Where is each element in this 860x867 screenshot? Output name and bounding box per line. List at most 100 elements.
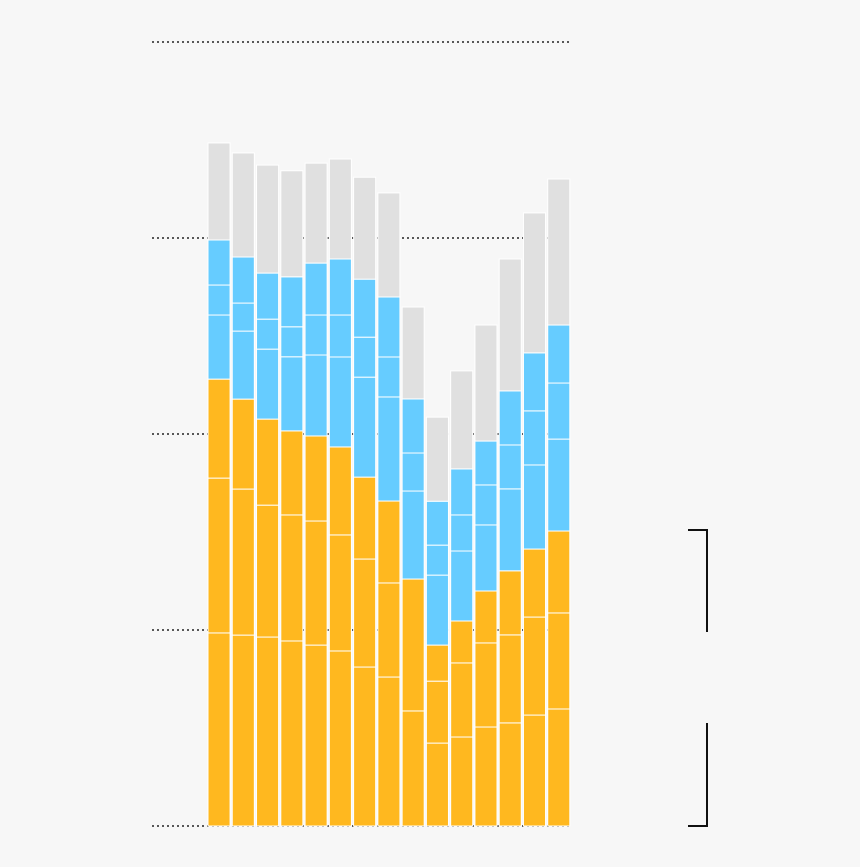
bar-segment <box>450 514 474 552</box>
bar-segment <box>207 239 231 286</box>
bar-segment <box>207 632 231 827</box>
bar-segment <box>207 284 231 316</box>
bar-segment <box>256 418 280 506</box>
bar-segment <box>353 336 377 378</box>
bar-segment <box>256 348 280 420</box>
bar-segment <box>231 398 255 490</box>
bar-segment <box>425 680 449 744</box>
bar-segment <box>304 644 328 827</box>
bar-segment <box>231 634 255 827</box>
bar-segment <box>498 444 522 490</box>
bar-segment <box>353 376 377 478</box>
bar-segment <box>377 500 401 584</box>
bar-segment <box>231 330 255 400</box>
bar-segment <box>280 326 304 358</box>
bar-segment <box>450 662 474 738</box>
bar-segment <box>256 164 280 274</box>
bar-segment <box>377 296 401 358</box>
bracket <box>688 723 708 827</box>
bar-segment <box>280 170 304 278</box>
bar-segment <box>377 582 401 678</box>
bar-segment <box>304 354 328 437</box>
bar-segment <box>401 490 425 580</box>
bar-segment <box>304 435 328 522</box>
bar-segment <box>498 390 522 446</box>
bar-segment <box>401 710 425 827</box>
bar-segment <box>547 612 571 710</box>
bar-segment <box>474 726 498 827</box>
bar-segment <box>377 356 401 398</box>
bar-segment <box>280 640 304 827</box>
bar-segment <box>474 524 498 592</box>
bar-segment <box>353 558 377 668</box>
bar-segment <box>498 488 522 572</box>
bar-segment <box>207 378 231 479</box>
bar-segment <box>304 262 328 316</box>
bar-segment <box>547 178 571 326</box>
bar-segment <box>304 162 328 264</box>
bar-segment <box>377 396 401 502</box>
bar-segment <box>547 438 571 532</box>
bars <box>207 142 571 827</box>
bar-segment <box>353 176 377 280</box>
bar-segment <box>401 578 425 712</box>
bar-segment <box>425 500 449 546</box>
bar-segment <box>522 616 547 716</box>
bar-segment <box>353 666 377 827</box>
bracket <box>688 529 708 632</box>
bar-segment <box>522 714 547 827</box>
bar-segment <box>450 468 474 516</box>
bar-segment <box>256 504 280 638</box>
bar-segment <box>304 314 328 356</box>
bar-segment <box>280 276 304 328</box>
bar-segment <box>474 440 498 486</box>
bar-segment <box>401 452 425 492</box>
bar-segment <box>377 676 401 827</box>
bar-segment <box>547 324 571 384</box>
bar-segment <box>353 278 377 338</box>
bar-segment <box>425 742 449 827</box>
bar-segment <box>498 634 522 724</box>
bar-segment <box>304 520 328 646</box>
bar-segment <box>328 258 352 316</box>
bar-segment <box>256 318 280 350</box>
bar-segment <box>377 192 401 298</box>
bar-segment <box>474 590 498 644</box>
bar-segment <box>547 530 571 614</box>
bar-segment <box>353 476 377 560</box>
bar-segment <box>207 142 231 241</box>
bar-segment <box>474 484 498 526</box>
bar-segment <box>328 534 352 652</box>
bar-segment <box>207 477 231 634</box>
bar-segment <box>328 650 352 827</box>
bar-segment <box>450 620 474 664</box>
bar-segment <box>425 544 449 576</box>
bar-segment <box>280 356 304 432</box>
bar-segment <box>328 356 352 448</box>
bar-segment <box>450 550 474 622</box>
bar-segment <box>450 736 474 827</box>
bar-segment <box>256 272 280 320</box>
bar-segment <box>280 430 304 516</box>
bar-segment <box>498 258 522 392</box>
bar-segment <box>547 708 571 827</box>
bar-segment <box>231 256 255 304</box>
bar-segment <box>498 570 522 636</box>
bar-segment <box>328 314 352 358</box>
bar-segment <box>450 370 474 470</box>
bar-segment <box>522 352 547 412</box>
bar-segment <box>256 636 280 827</box>
bar-segment <box>547 382 571 440</box>
bar-segment <box>522 212 547 354</box>
bar-segment <box>425 416 449 502</box>
bar-segment <box>425 574 449 646</box>
bar-segment <box>328 158 352 260</box>
bar-segment <box>231 488 255 636</box>
bar-segment <box>522 548 547 618</box>
bar-segment <box>401 398 425 454</box>
bar-segment <box>474 324 498 442</box>
bar-segment <box>425 644 449 682</box>
bar-segment <box>231 152 255 258</box>
bar-segment <box>401 306 425 400</box>
